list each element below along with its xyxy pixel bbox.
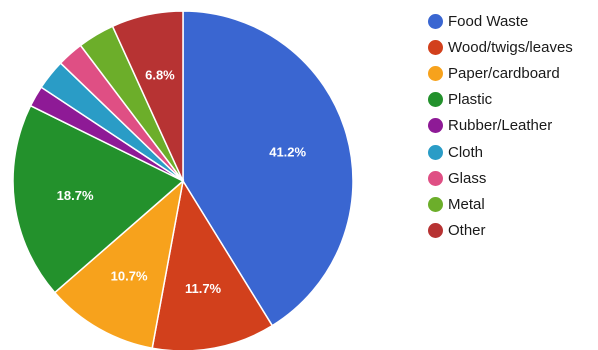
legend-item-other: Other [428, 218, 573, 244]
pie-data-labels: 41.2% 11.7% 10.7% 18.7% 6.8% [57, 68, 307, 296]
data-label-other: 6.8% [145, 68, 175, 83]
data-label-wood-twigs-leaves: 11.7% [185, 281, 222, 296]
pie-slice-other [111, 10, 184, 182]
legend-item-glass: Glass [428, 165, 573, 191]
legend-label-plastic: Plastic [448, 91, 493, 109]
pie-slice-food-waste [182, 10, 354, 327]
legend-item-metal: Metal [428, 191, 573, 217]
legend-swatch-paper-cardboard [428, 65, 443, 81]
legend-label-wood-twigs-leaves: Wood/twigs/leaves [448, 38, 573, 56]
data-label-paper-cardboard: 10.7% [111, 269, 148, 284]
legend-label-paper-cardboard: Paper/cardboard [448, 64, 560, 82]
legend-label-metal: Metal [448, 195, 485, 213]
pie-slices [12, 10, 354, 350]
legend-swatch-cloth [428, 144, 443, 160]
pie-slice-wood-twigs-leaves [151, 178, 274, 350]
legend-item-paper-cardboard: Paper/cardboard [428, 60, 573, 86]
data-label-food-waste: 41.2% [269, 144, 306, 159]
pie-slice-plastic [12, 104, 185, 294]
legend-item-rubber-leather: Rubber/Leather [428, 113, 573, 139]
legend-label-glass: Glass [448, 169, 487, 187]
legend-item-food-waste: Food Waste [428, 8, 573, 34]
legend-label-cloth: Cloth [448, 143, 484, 161]
legend-swatch-metal [428, 196, 443, 212]
legend-label-other: Other [448, 222, 486, 240]
legend-swatch-wood-twigs-leaves [428, 39, 443, 55]
pie-slice-paper-cardboard [53, 179, 185, 350]
legend-item-plastic: Plastic [428, 87, 573, 113]
legend-swatch-food-waste [428, 13, 443, 29]
legend-label-rubber-leather: Rubber/Leather [448, 117, 553, 135]
legend-swatch-rubber-leather [428, 118, 443, 134]
legend-swatch-plastic [428, 92, 443, 108]
data-label-plastic: 18.7% [57, 188, 94, 203]
legend-item-wood-twigs-leaves: Wood/twigs/leaves [428, 34, 573, 60]
chart-legend: Food Waste Wood/twigs/leaves Paper/cardboa… [428, 8, 573, 244]
legend-swatch-other [428, 223, 443, 239]
legend-swatch-glass [428, 170, 443, 186]
legend-item-cloth: Cloth [428, 139, 573, 165]
legend-label-food-waste: Food Waste [448, 12, 529, 30]
